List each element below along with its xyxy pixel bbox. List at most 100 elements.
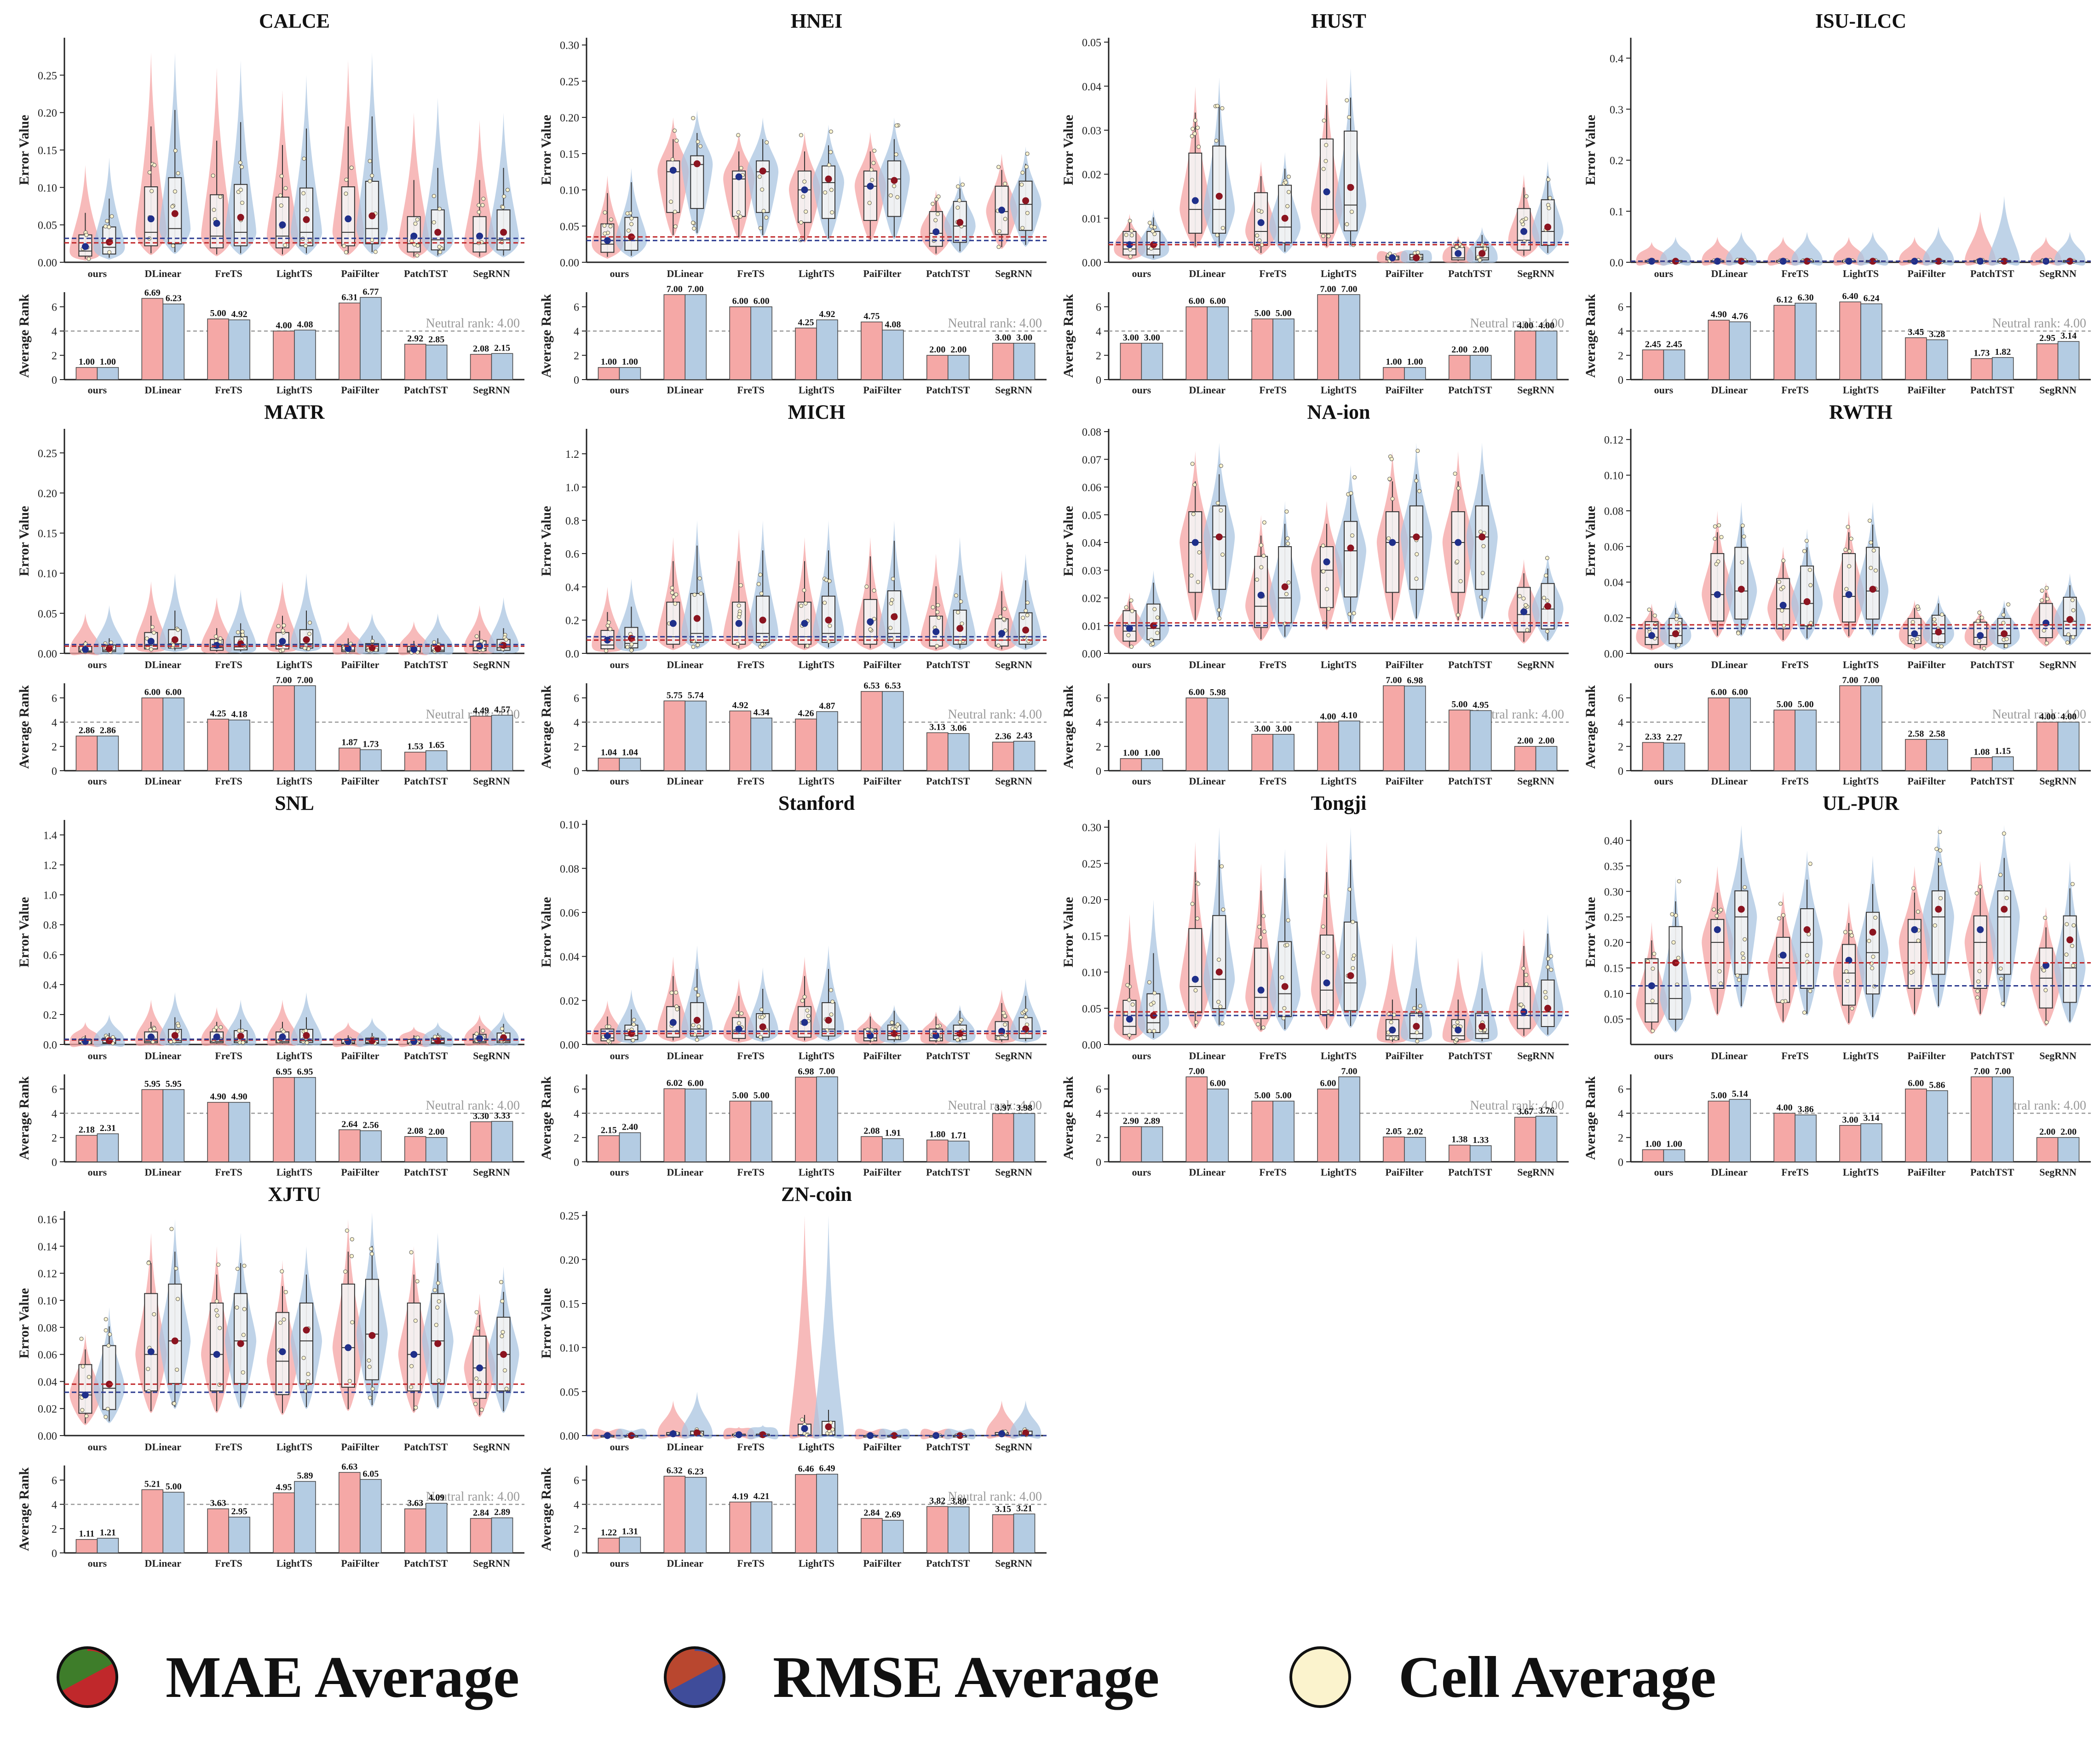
rmse-rank-bar — [1272, 318, 1295, 380]
rmse-mean-marker — [500, 1351, 507, 1358]
violin-x-tick-label: FreTS — [215, 1050, 242, 1061]
rmse-mean-marker — [693, 615, 701, 622]
rmse-rank-label: 6.00 — [688, 1079, 704, 1089]
rmse-mean-marker — [368, 1037, 376, 1044]
rank-y-tick-label: 2 — [52, 1132, 57, 1144]
cell-point — [81, 1364, 85, 1369]
mae-rank-label: 3.30 — [473, 1111, 489, 1121]
violin-y-tick-label: 0.00 — [38, 648, 57, 660]
cell-point — [1545, 556, 1549, 560]
cell-point — [1524, 194, 1529, 199]
cell-point — [283, 243, 288, 248]
cell-point — [931, 202, 935, 206]
violin-x-tick-label: DLinear — [667, 1441, 704, 1453]
mae-box — [407, 1302, 421, 1391]
mae-box — [78, 1364, 92, 1414]
violin-y-tick-label: 0.20 — [560, 1254, 579, 1266]
neutral-rank-label: Neutral rank: 4.00 — [1992, 316, 2087, 330]
violin-x-tick-label: PatchTST — [404, 268, 448, 279]
cell-point — [1974, 891, 1979, 895]
cell-point — [1197, 550, 1202, 554]
cell-point — [608, 627, 612, 631]
rank-x-tick-label: FreTS — [215, 384, 242, 396]
cell-point — [1454, 1037, 1459, 1042]
mae-rank-label: 2.08 — [473, 344, 489, 354]
cell-point — [1719, 981, 1723, 986]
rank-y-tick-label: 4 — [574, 326, 579, 338]
rmse-mean-marker — [303, 636, 310, 643]
rmse-violin — [1791, 231, 1823, 266]
cell-point — [671, 594, 676, 599]
violin-x-tick-label: DLinear — [1189, 659, 1226, 670]
cell-point — [998, 614, 1003, 619]
cell-point — [1869, 565, 1873, 570]
mae-rank-bar — [1120, 343, 1142, 380]
cell-point — [437, 207, 442, 211]
mae-box — [1254, 947, 1268, 1019]
cell-point — [307, 632, 311, 636]
cell-point — [1652, 952, 1657, 956]
mae-mean-marker — [1520, 608, 1528, 616]
cell-point — [1808, 583, 1813, 588]
rank-x-tick-label: PatchTST — [926, 1166, 970, 1178]
cell-point — [802, 179, 807, 184]
rmse-rank-label: 2.89 — [1144, 1116, 1160, 1126]
rank-x-tick-label: PatchTST — [1448, 775, 1492, 787]
mae-rank-label: 4.95 — [276, 1482, 292, 1492]
cell-point — [1847, 564, 1852, 569]
cell-point — [1155, 630, 1160, 635]
rank-y-tick-label: 4 — [1618, 326, 1623, 338]
cell-point — [1870, 966, 1875, 970]
rmse-mean-marker — [693, 1016, 701, 1024]
rank-x-tick-label: PatchTST — [404, 775, 448, 787]
rmse-rank-label: 5.95 — [166, 1079, 182, 1089]
cell-point — [104, 1317, 108, 1321]
violin-y-axis-label: Error Value — [1583, 506, 1598, 576]
rank-x-tick-label: DLinear — [145, 775, 182, 787]
rmse-rank-label: 3.00 — [1144, 333, 1160, 343]
rank-y-tick-label: 6 — [574, 302, 579, 314]
rank-y-tick-label: 6 — [52, 693, 57, 705]
mae-rank-label: 4.00 — [1777, 1102, 1793, 1113]
rmse-box — [168, 1283, 182, 1384]
neutral-rank-label: Neutral rank: 4.00 — [1470, 1098, 1565, 1113]
violin-x-tick-label: PatchTST — [404, 1050, 448, 1061]
cell-point — [956, 184, 961, 189]
cell-point — [673, 209, 677, 214]
cell-point — [1128, 254, 1133, 259]
rmse-mean-marker — [825, 1016, 832, 1024]
mae-rank-bar — [861, 691, 883, 771]
mae-rank-label: 5.00 — [1451, 699, 1467, 710]
rmse-rank-label: 3.98 — [1016, 1103, 1032, 1113]
cell-point — [1021, 616, 1025, 620]
cell-point — [872, 149, 877, 153]
cell-point — [349, 166, 354, 170]
cell-point — [1256, 208, 1261, 213]
cell-point — [757, 174, 762, 179]
rmse-rank-label: 2.85 — [428, 335, 444, 345]
mae-box — [1385, 511, 1399, 593]
cell-point — [1352, 953, 1356, 958]
violin-y-tick-label: 0.01 — [1082, 621, 1101, 633]
cell-point — [1280, 975, 1284, 980]
rank-x-tick-label: FreTS — [215, 775, 242, 787]
cell-point — [345, 1229, 349, 1233]
rmse-rank-label: 1.04 — [622, 748, 638, 758]
rmse-violin — [1988, 196, 2020, 266]
mae-rank-bar — [729, 1501, 751, 1553]
violin-y-tick-label: 0.05 — [560, 221, 579, 233]
rmse-mean-marker — [891, 613, 898, 620]
cell-point — [803, 601, 808, 606]
violin-y-tick-label: 0.05 — [1082, 510, 1101, 522]
mae-rank-bar — [273, 330, 295, 380]
cell-point — [1350, 209, 1354, 214]
cell-point — [1325, 954, 1330, 959]
cell-point — [1258, 935, 1263, 940]
violin-y-axis-label: Error Value — [1583, 897, 1598, 967]
rmse-violin — [1857, 231, 1888, 266]
mae-rank-bar — [992, 1514, 1014, 1553]
violin-x-tick-label: PaiFilter — [863, 1050, 901, 1061]
mae-rank-bar — [1185, 306, 1208, 380]
rmse-mean-marker — [434, 1037, 442, 1044]
